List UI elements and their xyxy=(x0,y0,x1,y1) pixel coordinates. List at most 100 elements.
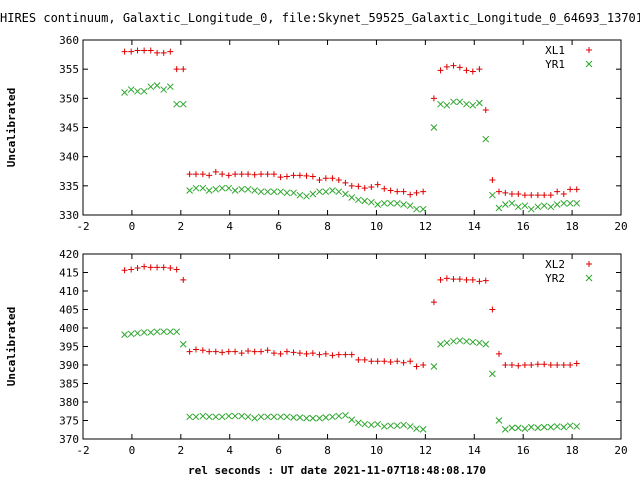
x-tick-label: 4 xyxy=(226,444,233,457)
data-point xyxy=(560,362,567,368)
data-point xyxy=(463,100,470,108)
y-tick-label: 390 xyxy=(59,359,79,372)
data-point xyxy=(322,175,329,182)
data-point xyxy=(476,99,483,107)
y-tick-label: 385 xyxy=(59,378,79,391)
data-point xyxy=(251,414,259,422)
data-point xyxy=(355,196,362,204)
data-point xyxy=(296,191,304,199)
data-point xyxy=(283,189,291,197)
data-point xyxy=(258,171,265,178)
data-point xyxy=(134,47,141,54)
plot-frame xyxy=(82,253,622,440)
y-tick-label: 330 xyxy=(59,209,79,222)
x-tick-label: 2 xyxy=(178,444,185,457)
data-point xyxy=(482,340,490,348)
data-point xyxy=(400,421,407,429)
data-point xyxy=(219,349,226,356)
data-point xyxy=(192,413,200,421)
data-point xyxy=(154,49,161,56)
data-point xyxy=(134,329,141,337)
data-point xyxy=(218,413,226,421)
series-yr1 xyxy=(121,82,581,213)
data-point xyxy=(147,264,154,271)
data-point xyxy=(450,276,457,283)
data-point xyxy=(541,192,548,199)
data-point xyxy=(329,413,336,421)
data-point xyxy=(413,205,420,213)
data-point xyxy=(420,188,427,195)
data-point xyxy=(244,185,252,193)
data-point xyxy=(205,187,213,194)
data-point xyxy=(406,423,414,430)
data-point xyxy=(554,188,561,195)
x-tick-label: 10 xyxy=(370,444,383,457)
top-panel: -2 0 2 4 6 8 10 12 14 16 18 20 330 335 340 345 350 355 360… xyxy=(5,34,628,233)
data-point xyxy=(393,199,401,207)
data-point xyxy=(450,98,457,106)
data-point xyxy=(413,189,420,196)
data-point xyxy=(368,358,375,365)
data-point xyxy=(309,173,316,180)
x-tick-label: 0 xyxy=(129,220,136,233)
data-point xyxy=(283,173,290,180)
data-point xyxy=(495,350,502,357)
data-point xyxy=(160,264,167,271)
data-point xyxy=(387,199,394,207)
data-point xyxy=(335,177,342,183)
data-point xyxy=(547,423,555,431)
data-point xyxy=(290,189,297,197)
data-point xyxy=(430,363,438,370)
x-tick-label: 14 xyxy=(468,220,482,233)
data-point xyxy=(547,362,554,368)
data-point xyxy=(469,276,476,283)
data-point xyxy=(463,337,470,345)
data-point xyxy=(134,87,141,95)
data-point xyxy=(335,412,343,420)
data-point xyxy=(482,135,490,143)
data-point xyxy=(316,177,323,183)
y-tick-label: 350 xyxy=(59,92,79,105)
data-point xyxy=(127,86,135,93)
data-point xyxy=(199,412,207,420)
data-point xyxy=(553,201,561,208)
data-point xyxy=(316,414,323,422)
data-point xyxy=(121,267,128,274)
data-point xyxy=(566,199,574,207)
data-point xyxy=(407,191,414,198)
data-point xyxy=(264,347,271,354)
data-point xyxy=(393,422,401,430)
x-axis-label: rel seconds : UT date 2021-11-07T18:48:0… xyxy=(188,464,486,477)
data-point xyxy=(443,275,450,282)
y-tick-label: 355 xyxy=(59,63,79,76)
legend-label: YR1 xyxy=(545,58,565,71)
y-tick-label: 420 xyxy=(59,248,79,261)
data-point xyxy=(121,48,128,55)
data-point xyxy=(489,177,496,183)
data-point xyxy=(430,95,437,102)
data-point xyxy=(413,363,420,370)
data-point xyxy=(540,423,548,431)
data-point xyxy=(199,171,206,178)
data-point xyxy=(508,199,516,207)
data-point xyxy=(277,188,284,196)
data-point xyxy=(303,350,310,357)
x-tick-label: 2 xyxy=(178,220,185,233)
data-point xyxy=(374,181,381,188)
data-point xyxy=(361,356,368,363)
data-point xyxy=(277,350,284,357)
data-point xyxy=(567,186,574,193)
bottom-panel: -2 0 2 4 6 8 10 12 14 16 18 20 370 375 380 385 390 395 400… xyxy=(5,248,628,457)
data-point xyxy=(257,188,265,196)
data-point xyxy=(437,67,444,74)
data-point xyxy=(270,413,278,421)
data-point xyxy=(514,424,522,432)
data-point xyxy=(534,361,541,368)
data-point xyxy=(367,421,375,429)
data-point xyxy=(406,202,414,210)
data-point xyxy=(355,183,362,190)
data-point xyxy=(160,328,168,336)
series-xl2 xyxy=(121,263,580,370)
data-point xyxy=(128,48,135,55)
x-tick-label: 12 xyxy=(419,220,432,233)
